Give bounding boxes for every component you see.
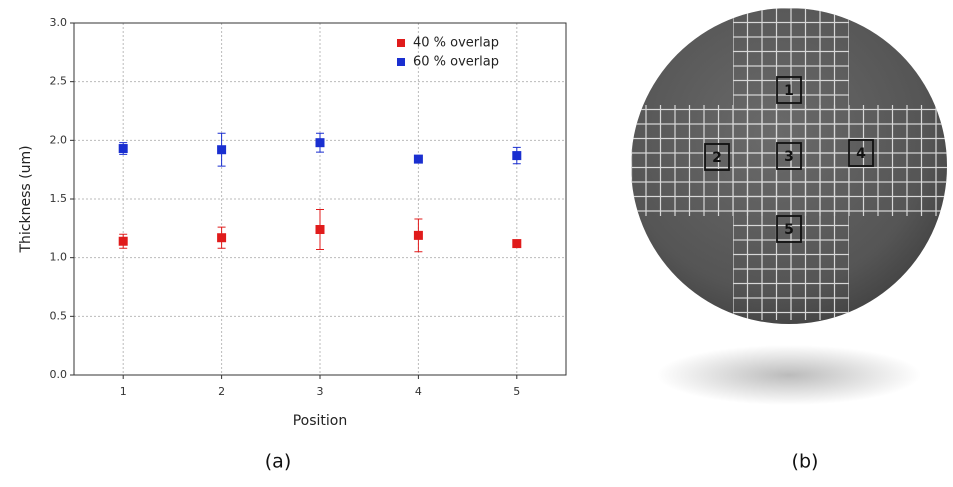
shadow xyxy=(657,345,921,405)
x-tick-label: 4 xyxy=(415,385,422,398)
y-tick-label: 0.0 xyxy=(50,368,68,381)
x-tick-label: 5 xyxy=(513,385,520,398)
point xyxy=(512,239,522,249)
region-box xyxy=(776,76,802,104)
y-tick-label: 2.5 xyxy=(50,75,68,88)
legend-label: 60 % overlap xyxy=(413,55,499,70)
legend-swatch xyxy=(397,39,405,47)
point xyxy=(413,154,423,164)
point xyxy=(315,138,325,148)
y-tick-label: 1.5 xyxy=(50,192,68,205)
region-label: 3 xyxy=(784,149,794,165)
wafer-photo: 1 2 3 4 5 xyxy=(631,8,947,405)
region-box xyxy=(704,143,730,171)
region-label: 5 xyxy=(784,222,794,238)
x-tick-label: 3 xyxy=(317,385,324,398)
legend-label: 40 % overlap xyxy=(413,36,499,51)
region-box xyxy=(848,139,874,167)
x-axis-label: Position xyxy=(293,413,348,429)
point xyxy=(217,145,227,155)
x-tick-label: 1 xyxy=(120,385,127,398)
point xyxy=(413,230,423,240)
region-label: 1 xyxy=(784,83,794,99)
point xyxy=(217,233,227,243)
y-tick-label: 2.0 xyxy=(50,133,68,146)
legend-swatch xyxy=(397,58,405,66)
y-axis-label: Thickness (um) xyxy=(18,145,34,253)
region-label: 2 xyxy=(712,150,722,166)
y-tick-label: 3.0 xyxy=(50,16,68,29)
y-tick-label: 1.0 xyxy=(50,251,68,264)
grid-cross xyxy=(631,8,947,320)
caption: (a) xyxy=(265,451,291,473)
point xyxy=(512,151,522,161)
y-tick-label: 0.5 xyxy=(50,309,68,322)
region-label: 4 xyxy=(856,146,866,162)
caption: (b) xyxy=(792,451,819,473)
point xyxy=(118,236,128,246)
point xyxy=(315,225,325,235)
point xyxy=(118,144,128,154)
region-box xyxy=(776,215,802,243)
x-tick-label: 2 xyxy=(218,385,225,398)
region-box xyxy=(776,142,802,170)
plot-frame xyxy=(73,22,567,376)
